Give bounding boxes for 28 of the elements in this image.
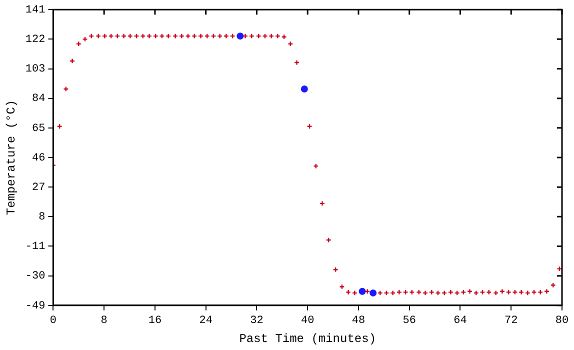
y-tick-label: 141 (25, 4, 46, 17)
y-tick-label: -11 (25, 241, 46, 254)
y-axis-title: Temperature (°C) (4, 100, 18, 216)
x-axis-title: Past Time (minutes) (239, 332, 376, 346)
y-tick-label: -49 (25, 300, 46, 312)
y-tick-label: 84 (32, 93, 46, 106)
y-tick-label: 65 (32, 122, 46, 135)
y-tick-label: 103 (25, 64, 46, 76)
x-tick-label: 80 (555, 314, 569, 327)
y-tick-label: 8 (38, 212, 46, 224)
y-tick-label: 46 (32, 152, 46, 164)
x-tick-label: 48 (352, 314, 366, 327)
x-tick-label: 56 (402, 314, 416, 327)
x-tick-label: 64 (454, 314, 468, 327)
x-tick-label: 24 (199, 314, 213, 327)
x-tick-label: 8 (100, 314, 108, 327)
y-tick-label: 122 (25, 34, 46, 46)
x-tick-label: 32 (250, 314, 264, 327)
point (358, 288, 366, 295)
y-tick-label: 27 (32, 182, 46, 194)
x-tick-label: 72 (504, 314, 518, 327)
x-tick-label: 0 (50, 314, 57, 327)
point (300, 86, 308, 92)
y-tick-label: -30 (25, 270, 46, 283)
point (370, 289, 377, 296)
x-tick-label: 16 (148, 314, 162, 327)
x-tick-label: 40 (301, 314, 314, 327)
point (236, 32, 244, 40)
